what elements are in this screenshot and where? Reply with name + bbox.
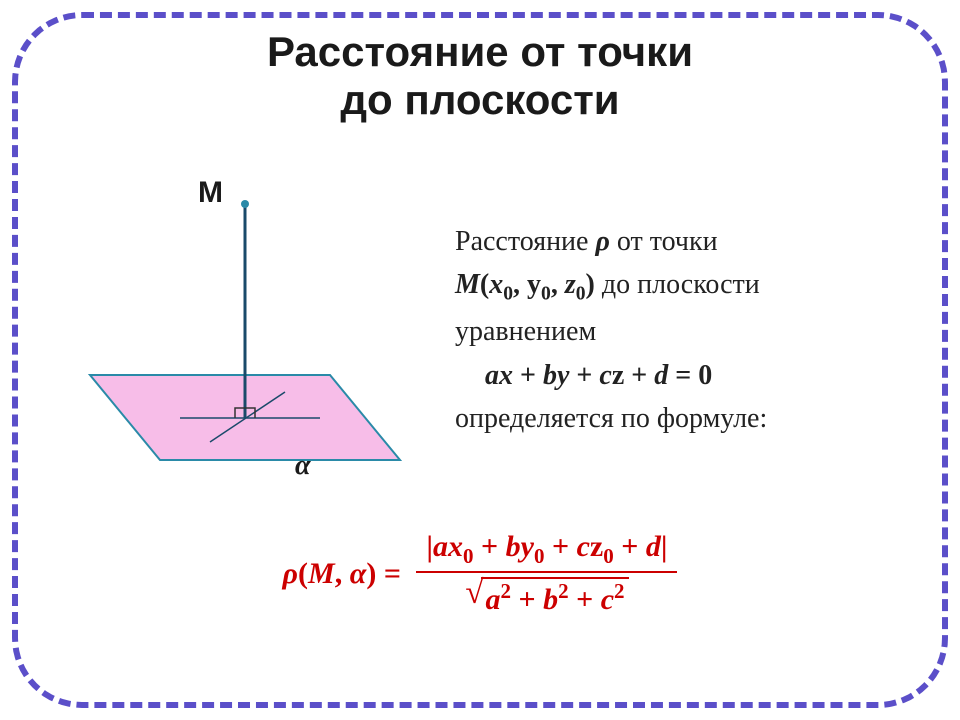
f-sq: 2	[614, 579, 625, 603]
math-plus: +	[513, 360, 543, 391]
math-rparen: )	[586, 269, 595, 300]
f-c: c	[601, 583, 614, 616]
math-M: M	[455, 269, 480, 300]
abs-bar: |	[661, 530, 668, 563]
f-rp: )	[366, 557, 376, 590]
distance-formula: ρ(M, α) = |ax0 + by0 + cz0 + d| √ a2 + b…	[0, 530, 960, 617]
math-plus: +	[569, 360, 599, 391]
f-x: x	[448, 530, 463, 563]
math-x: x	[499, 360, 513, 391]
f-plus: +	[511, 583, 543, 616]
numerator: |ax0 + by0 + cz0 + d|	[416, 530, 677, 573]
fraction: |ax0 + by0 + cz0 + d| √ a2 + b2 + c2	[416, 530, 677, 617]
f-eq: =	[376, 557, 401, 590]
f-alpha: α	[350, 557, 367, 590]
denominator: √ a2 + b2 + c2	[416, 573, 677, 617]
f-plus: +	[544, 530, 576, 563]
math-lparen: (	[480, 269, 489, 300]
desc-text: от точки	[617, 226, 718, 257]
f-y: y	[521, 530, 534, 563]
f-plus: +	[569, 583, 601, 616]
f-plus: +	[614, 530, 646, 563]
f-lp: (	[298, 557, 308, 590]
plane-alpha-label: α	[295, 450, 311, 482]
math-z: z	[565, 269, 576, 300]
f-rho: ρ	[283, 557, 298, 590]
f-d: d	[646, 530, 661, 563]
f-sub0: 0	[603, 544, 614, 568]
desc-text: определяется по формуле:	[455, 397, 915, 440]
point-m-dot	[241, 200, 249, 208]
f-sq: 2	[558, 579, 569, 603]
math-c: c	[599, 360, 611, 391]
math-z: z	[612, 360, 624, 391]
title-line-1: Расстояние от точки	[267, 28, 693, 75]
math-a: a	[485, 360, 499, 391]
title-line-2: до плоскости	[340, 76, 619, 123]
f-b: b	[543, 583, 558, 616]
sqrt: √ a2 + b2 + c2	[465, 577, 628, 617]
f-sq: 2	[500, 579, 511, 603]
slide-title: Расстояние от точки до плоскости	[0, 28, 960, 125]
math-b: b	[543, 360, 557, 391]
sqrt-body: a2 + b2 + c2	[481, 577, 628, 617]
math-sub0: 0	[503, 284, 513, 305]
desc-text: уравнением	[455, 310, 915, 353]
f-plus: +	[474, 530, 506, 563]
f-sub0: 0	[463, 544, 474, 568]
diagram-svg	[60, 160, 420, 490]
math-comma: ,	[513, 269, 527, 300]
f-b: b	[506, 530, 521, 563]
desc-text: Расстояние	[455, 226, 595, 257]
diagram: М α	[60, 160, 420, 490]
f-M: M	[308, 557, 335, 590]
math-x: x	[489, 269, 503, 300]
math-y: y	[557, 360, 569, 391]
math-plus: +	[624, 360, 654, 391]
rho-symbol: ρ	[595, 226, 609, 257]
math-comma: ,	[551, 269, 565, 300]
math-d: d	[654, 360, 668, 391]
f-sub0: 0	[534, 544, 545, 568]
math-eq: =	[668, 360, 698, 391]
math-zero: 0	[698, 360, 712, 391]
f-a: a	[433, 530, 448, 563]
f-c: c	[577, 530, 590, 563]
desc-text: до плоскости	[602, 269, 760, 300]
f-comma: ,	[335, 557, 350, 590]
math-y: y	[527, 269, 541, 300]
point-m-label: М	[198, 176, 223, 210]
math-sub0: 0	[576, 284, 586, 305]
f-a: a	[485, 583, 500, 616]
description-text: Расстояние ρ от точки M(x0, y0, z0) до п…	[455, 220, 915, 441]
f-z: z	[590, 530, 603, 563]
math-sub0: 0	[541, 284, 551, 305]
